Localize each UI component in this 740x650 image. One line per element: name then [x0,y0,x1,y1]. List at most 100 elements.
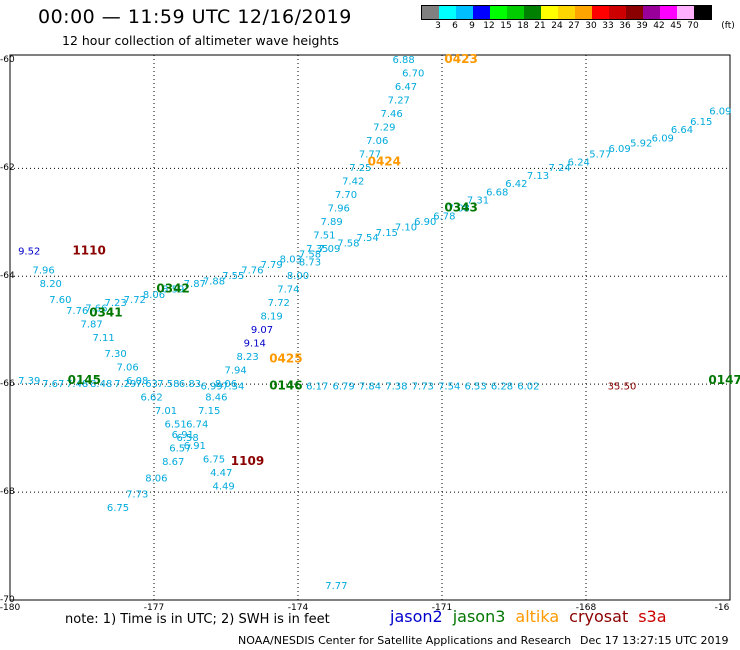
pass-time-label: 1110 [72,244,105,258]
wave-height-value: 7.73 [412,382,434,393]
wave-height-value: 7.89 [320,217,342,228]
wave-height-value: 8.46 [205,392,227,403]
page-subtitle: 12 hour collection of altimeter wave hei… [62,33,339,48]
pass-time-label: 0423 [444,52,477,66]
wave-height-value: 8.48 [90,379,112,390]
wave-height-value: 7.58 [337,239,359,250]
wave-height-value: 8.00 [287,271,309,282]
wave-height-value: 7.35 [306,244,328,255]
wave-height-value: 7.24 [548,163,570,174]
legend-swatch [439,6,456,19]
legend-swatch [490,6,507,19]
legend-label: 36 [619,21,631,31]
pass-time-label: 0424 [368,155,401,169]
wave-height-value: 7.06 [116,363,138,374]
wave-height-value: 7.10 [395,222,417,233]
legend-label: 12 [483,21,495,31]
legend-label: 33 [602,21,614,31]
wave-height-value: 8.06 [145,473,167,484]
legend-swatch [609,6,626,19]
wave-height-value: 6.57 [169,444,191,455]
wave-height-value: 8.06 [143,290,165,301]
legend-label: 18 [517,21,529,31]
longitude-label: -180 [0,603,21,613]
legend-label: 70 [687,21,699,31]
wave-height-value: 7.54 [356,233,378,244]
wave-height-value: 8.59 [162,284,184,295]
latitude-label: -62 [0,163,15,174]
pass-time-label: 0341 [89,306,122,320]
wave-height-value: 7.74 [277,284,299,295]
wave-height-value: 7.96 [32,266,54,277]
wave-height-value: 6.47 [395,82,417,93]
wave-height-value: 7.15 [376,228,398,239]
wave-height-value: 6.15 [690,117,712,128]
wave-height-value: 6.58 [176,433,198,444]
legend-swatch [422,6,439,19]
wave-height-value: 9.52 [18,247,40,258]
satellite-key-jason3: jason3 [452,607,506,626]
map-frame [9,54,731,601]
color-legend: 3 6 9 12 15 18 21 24 27 30 33 36 39 42 45 70 (ft) [421,5,735,32]
wave-height-value: 6.99 [200,382,222,393]
legend-swatch [643,6,660,19]
wave-height-value: 7.94 [224,365,246,376]
wave-height-value: 6.09 [709,106,731,117]
wave-height-value: 7.01 [155,406,177,417]
wave-height-value: 6.70 [402,69,424,80]
wave-height-value: 6.88 [392,55,414,66]
wave-height-value: 7.79 [260,260,282,271]
wave-height-value: 8.23 [236,352,258,363]
wave-height-value: 7.54 [438,382,460,393]
pass-time-label: 0145 [68,373,101,387]
longitude-label: -168 [575,603,597,613]
legend-swatch [626,6,643,19]
wave-height-value: 6.28 [491,382,513,393]
legend-label: 9 [469,21,475,31]
wave-height-value: 4.47 [210,468,232,479]
wave-height-value: 6.74 [186,419,208,430]
wave-height-points: 6.88 6.70 6.47 7.27 7.46 7.29 7.06 7.77 7.25 7.42… [18,52,740,592]
note-text: note: 1) Time is in UTC; 2) SWH is in fe… [65,612,330,627]
legend-label: 24 [551,21,563,31]
legend-swatch [575,6,592,19]
wave-height-value: 7.29 [373,123,395,134]
wave-height-value: 6.79 [332,382,354,393]
wave-height-value: 7.76 [241,266,263,277]
wave-height-value: 8.20 [40,279,62,290]
credit-text: NOAA/NESDIS Center for Satellite Applica… [238,634,572,647]
legend-label: 21 [534,21,546,31]
wave-height-value: 9.07 [251,325,273,336]
page-title: 00:00 — 11:59 UTC 12/16/2019 [38,6,352,28]
latitude-label: -70 [0,595,15,605]
wave-height-value: 6.64 [671,125,693,136]
wave-height-value: 7.77 [325,581,347,592]
graticule [10,55,730,601]
wave-height-value: 6.24 [568,158,590,169]
wave-height-value: 7.48 [66,379,88,390]
wave-height-value: 6.62 [140,392,162,403]
wave-height-value: 7.23 [104,298,126,309]
wave-height-value: 7.72 [124,295,146,306]
legend-label: 6 [452,21,458,31]
wave-height-value: 7.72 [268,298,290,309]
longitude-label: -16 [714,603,730,613]
wave-height-value: 6.17 [306,382,328,393]
wave-height-value: 5.77 [589,150,611,161]
wave-height-value: 8.06 [215,379,237,390]
wave-height-value: 6.08 [126,376,148,387]
wave-height-value: 7.76 [66,306,88,317]
wave-height-value: 7.25 [349,163,371,174]
wave-height-value: 7.27 [388,96,410,107]
wave-height-value: 7.58 [299,249,321,260]
wave-height-value: 7.46 [380,109,402,120]
legend-swatch [456,6,473,19]
longitude-label: -171 [431,603,453,613]
wave-height-value: 8.67 [162,457,184,468]
wave-height-value: 7.87 [184,279,206,290]
wave-height-value: 8.19 [260,311,282,322]
legend-swatch [558,6,575,19]
wave-height-value: 7.96 [328,203,350,214]
pass-time-label: 0343 [444,200,477,214]
